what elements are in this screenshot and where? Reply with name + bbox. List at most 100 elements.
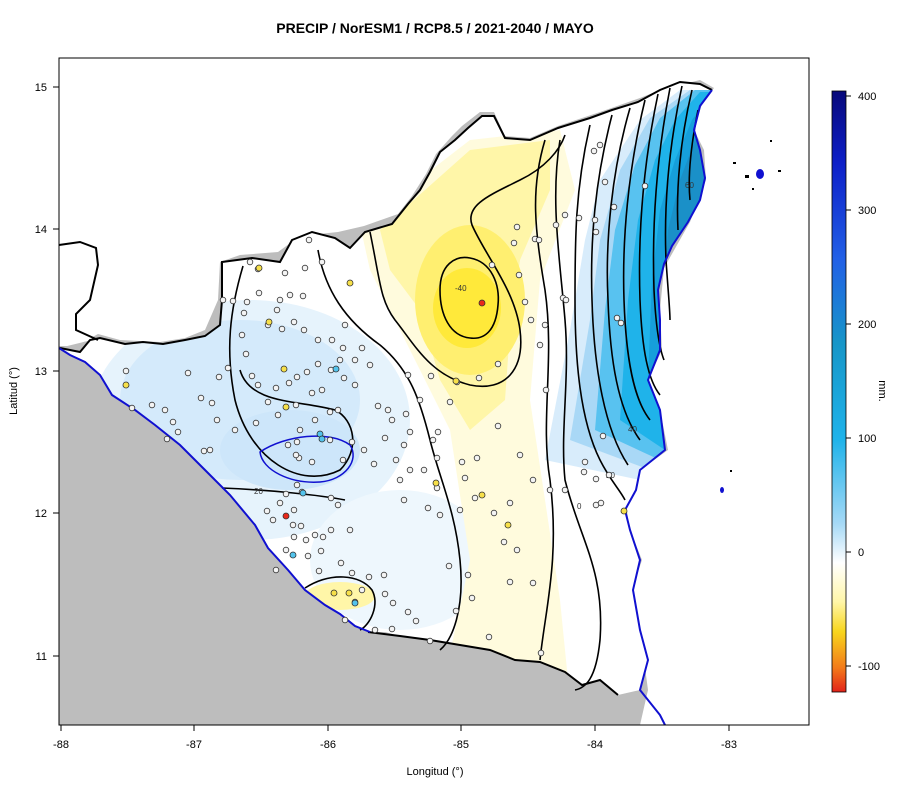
honduras-salvador-border <box>58 240 100 341</box>
contour-60 <box>606 107 641 441</box>
station-marker <box>208 399 216 407</box>
el-salvador-area <box>59 242 98 345</box>
station-marker <box>575 214 583 222</box>
cb-tick-label: 0 <box>858 547 864 559</box>
station-marker <box>590 147 598 155</box>
wet-zone-west-core <box>220 410 360 490</box>
station-marker <box>458 458 466 466</box>
station-marker <box>272 566 280 574</box>
cay-6 <box>730 470 732 472</box>
honduras-area <box>59 58 809 265</box>
station-marker <box>581 458 589 466</box>
station-marker <box>293 373 301 381</box>
station-marker <box>284 441 292 449</box>
station-marker <box>289 521 297 529</box>
station-marker <box>529 476 537 484</box>
station-marker <box>591 216 599 224</box>
station-marker <box>452 607 460 615</box>
station-marker <box>613 314 621 322</box>
colorbar-gradient <box>831 90 847 693</box>
station-marker <box>219 296 227 304</box>
station-marker <box>388 416 396 424</box>
station-marker <box>169 418 177 426</box>
station-marker <box>276 499 284 507</box>
station-marker <box>488 261 496 269</box>
station-marker <box>513 546 521 554</box>
station-marker <box>610 203 618 211</box>
station-marker <box>527 316 535 324</box>
station-marker-highlight <box>478 299 486 307</box>
station-marker <box>252 419 260 427</box>
station-marker <box>276 296 284 304</box>
station-marker <box>400 496 408 504</box>
station-marker <box>494 360 502 368</box>
station-marker <box>500 538 508 546</box>
station-marker-highlight <box>351 599 359 607</box>
station-marker <box>302 536 310 544</box>
lake-managua <box>259 435 354 483</box>
contour-100 <box>638 93 661 396</box>
station-marker-highlight <box>280 365 288 373</box>
station-marker <box>318 386 326 394</box>
station-marker <box>433 454 441 462</box>
station-marker <box>536 341 544 349</box>
x-tick-label: -88 <box>53 739 69 751</box>
plot-area: -40 0 20 20 40 60 <box>58 57 810 726</box>
y-tick-label: 15 <box>35 82 47 94</box>
station-marker <box>272 384 280 392</box>
station-marker <box>293 481 301 489</box>
station-marker <box>494 422 502 430</box>
contour-80 <box>622 99 651 421</box>
station-marker <box>400 441 408 449</box>
contour-0-east <box>554 139 602 691</box>
station-marker <box>485 633 493 641</box>
station-marker <box>490 509 498 517</box>
station-marker <box>471 494 479 502</box>
station-marker <box>380 571 388 579</box>
contour-160 <box>676 89 693 231</box>
station-marker-highlight <box>282 403 290 411</box>
cayos-islands <box>730 140 781 472</box>
station-marker <box>346 526 354 534</box>
station-marker <box>290 318 298 326</box>
station-marker <box>341 616 349 624</box>
station-marker <box>314 336 322 344</box>
blue-island-2 <box>720 487 724 493</box>
contour-40 <box>590 114 629 466</box>
station-marker <box>248 372 256 380</box>
station-marker <box>374 402 382 410</box>
station-marker <box>434 428 442 436</box>
station-marker <box>371 626 379 634</box>
station-marker-highlight <box>504 521 512 529</box>
station-marker <box>122 367 130 375</box>
station-marker <box>402 410 410 418</box>
station-marker <box>351 356 359 364</box>
station-marker <box>601 178 609 186</box>
station-marker <box>348 438 356 446</box>
station-marker <box>420 466 428 474</box>
y-axis-title: Latitud (°) <box>8 367 20 415</box>
station-marker <box>215 373 223 381</box>
station-marker <box>314 360 322 368</box>
station-marker <box>184 369 192 377</box>
cb-tick-label: 200 <box>858 319 876 331</box>
contour-label-60: 60 <box>685 181 694 190</box>
station-marker <box>278 325 286 333</box>
station-marker <box>475 374 483 382</box>
station-marker <box>365 573 373 581</box>
station-marker <box>311 531 319 539</box>
station-marker-highlight <box>318 435 326 443</box>
station-marker-highlight <box>265 318 273 326</box>
station-marker <box>597 499 605 507</box>
contour-south <box>304 576 376 631</box>
station-marker <box>426 637 434 645</box>
station-marker <box>255 289 263 297</box>
station-marker <box>300 326 308 334</box>
station-marker-highlight <box>122 381 130 389</box>
station-marker <box>282 546 290 554</box>
station-marker <box>412 617 420 625</box>
station-marker-highlight <box>330 589 338 597</box>
station-marker <box>319 533 327 541</box>
station-marker <box>521 298 529 306</box>
station-marker <box>254 381 262 389</box>
